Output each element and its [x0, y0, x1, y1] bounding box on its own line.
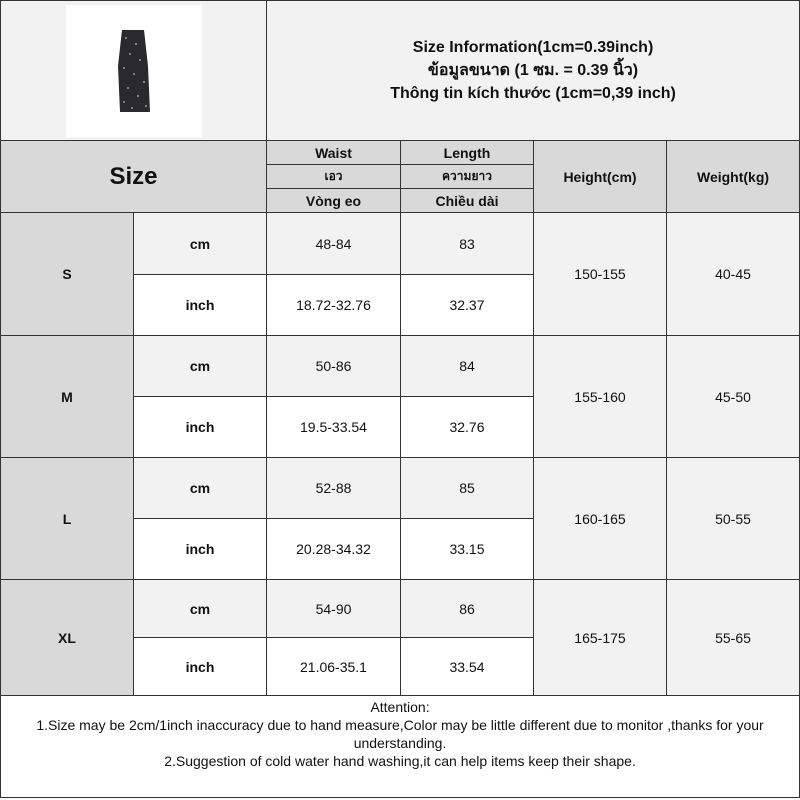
waist-inch: 19.5-33.54: [266, 396, 401, 458]
unit-inch: inch: [133, 274, 267, 336]
waist-cm: 54-90: [266, 579, 401, 638]
attention-notes: Attention: 1.Size may be 2cm/1inch inacc…: [0, 695, 800, 798]
length-cm: 84: [400, 335, 534, 397]
waist-inch: 21.06-35.1: [266, 637, 401, 696]
height-range: 155-160: [533, 335, 667, 458]
weight-range: 50-55: [665, 457, 800, 580]
height-range: 160-165: [533, 457, 667, 580]
waist-header-en: Waist: [266, 140, 401, 165]
length-header-th: ความยาว: [400, 164, 534, 189]
length-cm: 83: [400, 212, 534, 275]
unit-inch: inch: [133, 396, 267, 458]
size-label: M: [0, 335, 134, 458]
unit-cm: cm: [133, 457, 267, 519]
unit-cm: cm: [133, 579, 267, 638]
unit-inch: inch: [133, 518, 267, 580]
weight-range: 55-65: [665, 579, 800, 696]
skirt-image: [117, 29, 150, 112]
size-label: XL: [0, 579, 134, 696]
size-row-inch: inch 18.72-32.76 32.37: [1, 274, 800, 336]
title-english: Size Information(1cm=0.39inch): [412, 39, 654, 56]
product-image-cell: [0, 0, 267, 141]
size-label: S: [0, 212, 134, 336]
waist-cm: 48-84: [266, 212, 401, 275]
height-range: 150-155: [533, 212, 667, 336]
product-image: [65, 4, 202, 137]
weight-range: 40-45: [665, 212, 800, 336]
title-vietnamese: Thông tin kích thước (1cm=0,39 inch): [390, 85, 676, 102]
length-cm: 86: [400, 579, 534, 638]
length-inch: 32.76: [400, 396, 534, 458]
weight-header: Weight(kg): [665, 140, 800, 213]
waist-inch: 20.28-34.32: [266, 518, 401, 580]
size-row-cm: XL cm 54-90 86 165-175 55-65: [0, 579, 800, 696]
size-row-inch: inch 20.28-34.32 33.15: [1, 518, 800, 580]
waist-cm: 52-88: [266, 457, 401, 519]
size-label: L: [0, 457, 134, 580]
attention-note-2: 2.Suggestion of cold water hand washing,…: [164, 753, 636, 769]
length-header-en: Length: [400, 140, 534, 165]
waist-header-th: เอว: [266, 164, 401, 189]
title-thai: ข้อมูลขนาด (1 ซม. = 0.39 นิ้ว): [427, 62, 639, 79]
length-inch: 33.15: [400, 518, 534, 580]
attention-heading: Attention:: [370, 699, 430, 715]
length-cm: 85: [400, 457, 534, 519]
unit-cm: cm: [133, 335, 267, 397]
weight-range: 45-50: [665, 335, 800, 458]
waist-cm: 50-86: [266, 335, 401, 397]
height-range: 165-175: [533, 579, 667, 696]
size-row-inch: inch 21.06-35.1 33.54: [1, 637, 800, 696]
height-header: Height(cm): [533, 140, 667, 213]
unit-cm: cm: [133, 212, 267, 275]
waist-header-vi: Vòng eo: [266, 188, 401, 213]
size-row-inch: inch 19.5-33.54 32.76: [1, 396, 800, 458]
length-inch: 32.37: [400, 274, 534, 336]
length-inch: 33.54: [400, 637, 534, 696]
size-header: Size: [0, 140, 267, 213]
size-info-title: Size Information(1cm=0.39inch) ข้อมูลขนา…: [265, 0, 800, 141]
length-header-vi: Chiều dài: [400, 188, 534, 213]
attention-note-1: 1.Size may be 2cm/1inch inaccuracy due t…: [36, 717, 764, 751]
waist-inch: 18.72-32.76: [266, 274, 401, 336]
unit-inch: inch: [133, 637, 267, 696]
